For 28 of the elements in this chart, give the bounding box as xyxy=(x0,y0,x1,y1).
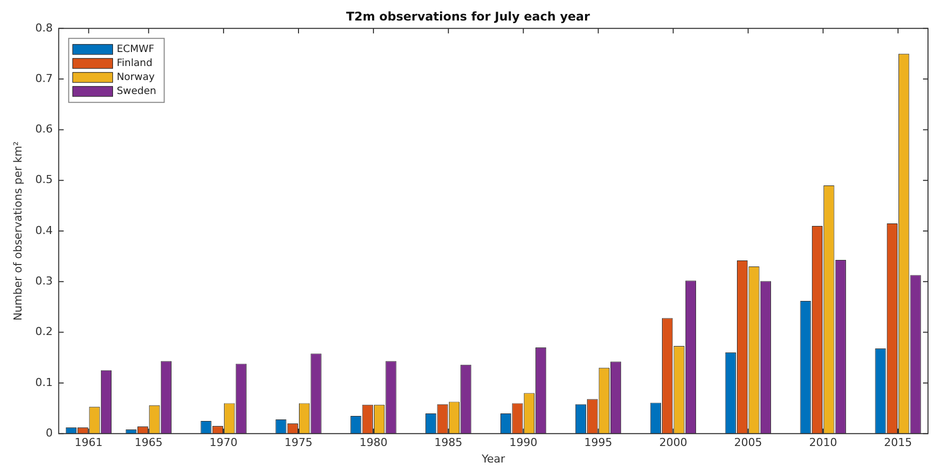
y-tick-label: 0.2 xyxy=(35,325,53,338)
legend-label: Sweden xyxy=(116,86,156,97)
x-tick-label: 1961 xyxy=(74,436,103,450)
y-tick-label: 0.6 xyxy=(35,122,53,136)
chart-title: T2m observations for July each year xyxy=(346,9,590,24)
x-tick-label: 1970 xyxy=(210,436,238,450)
x-tick-label: 2010 xyxy=(809,436,838,450)
y-tick-label: 0.7 xyxy=(35,72,53,85)
y-tick-label: 0.3 xyxy=(35,274,53,288)
x-tick-label: 1965 xyxy=(134,436,163,450)
y-tick-label: 0.4 xyxy=(35,224,53,237)
y-tick-label: 0 xyxy=(46,426,53,440)
y-tick-label: 0.5 xyxy=(35,173,53,186)
x-tick-label: 1975 xyxy=(284,436,312,450)
x-tick-label: 1990 xyxy=(509,436,538,450)
x-axis-title: Year xyxy=(480,452,506,466)
y-axis-title: Number of observations per km² xyxy=(11,141,24,321)
x-tick-label: 1980 xyxy=(359,436,388,450)
x-tick-label: 2015 xyxy=(884,436,912,450)
legend-label: ECMWF xyxy=(116,44,155,55)
y-tick-label: 0.1 xyxy=(35,376,53,389)
legend-label: Finland xyxy=(116,58,152,69)
y-tick-label: 0.8 xyxy=(35,21,53,34)
x-tick-label: 1995 xyxy=(584,436,612,450)
x-tick-label: 2005 xyxy=(734,436,762,450)
legend-label: Norway xyxy=(116,72,155,83)
x-tick-label: 2000 xyxy=(659,436,688,450)
x-tick-label: 1985 xyxy=(434,436,462,450)
